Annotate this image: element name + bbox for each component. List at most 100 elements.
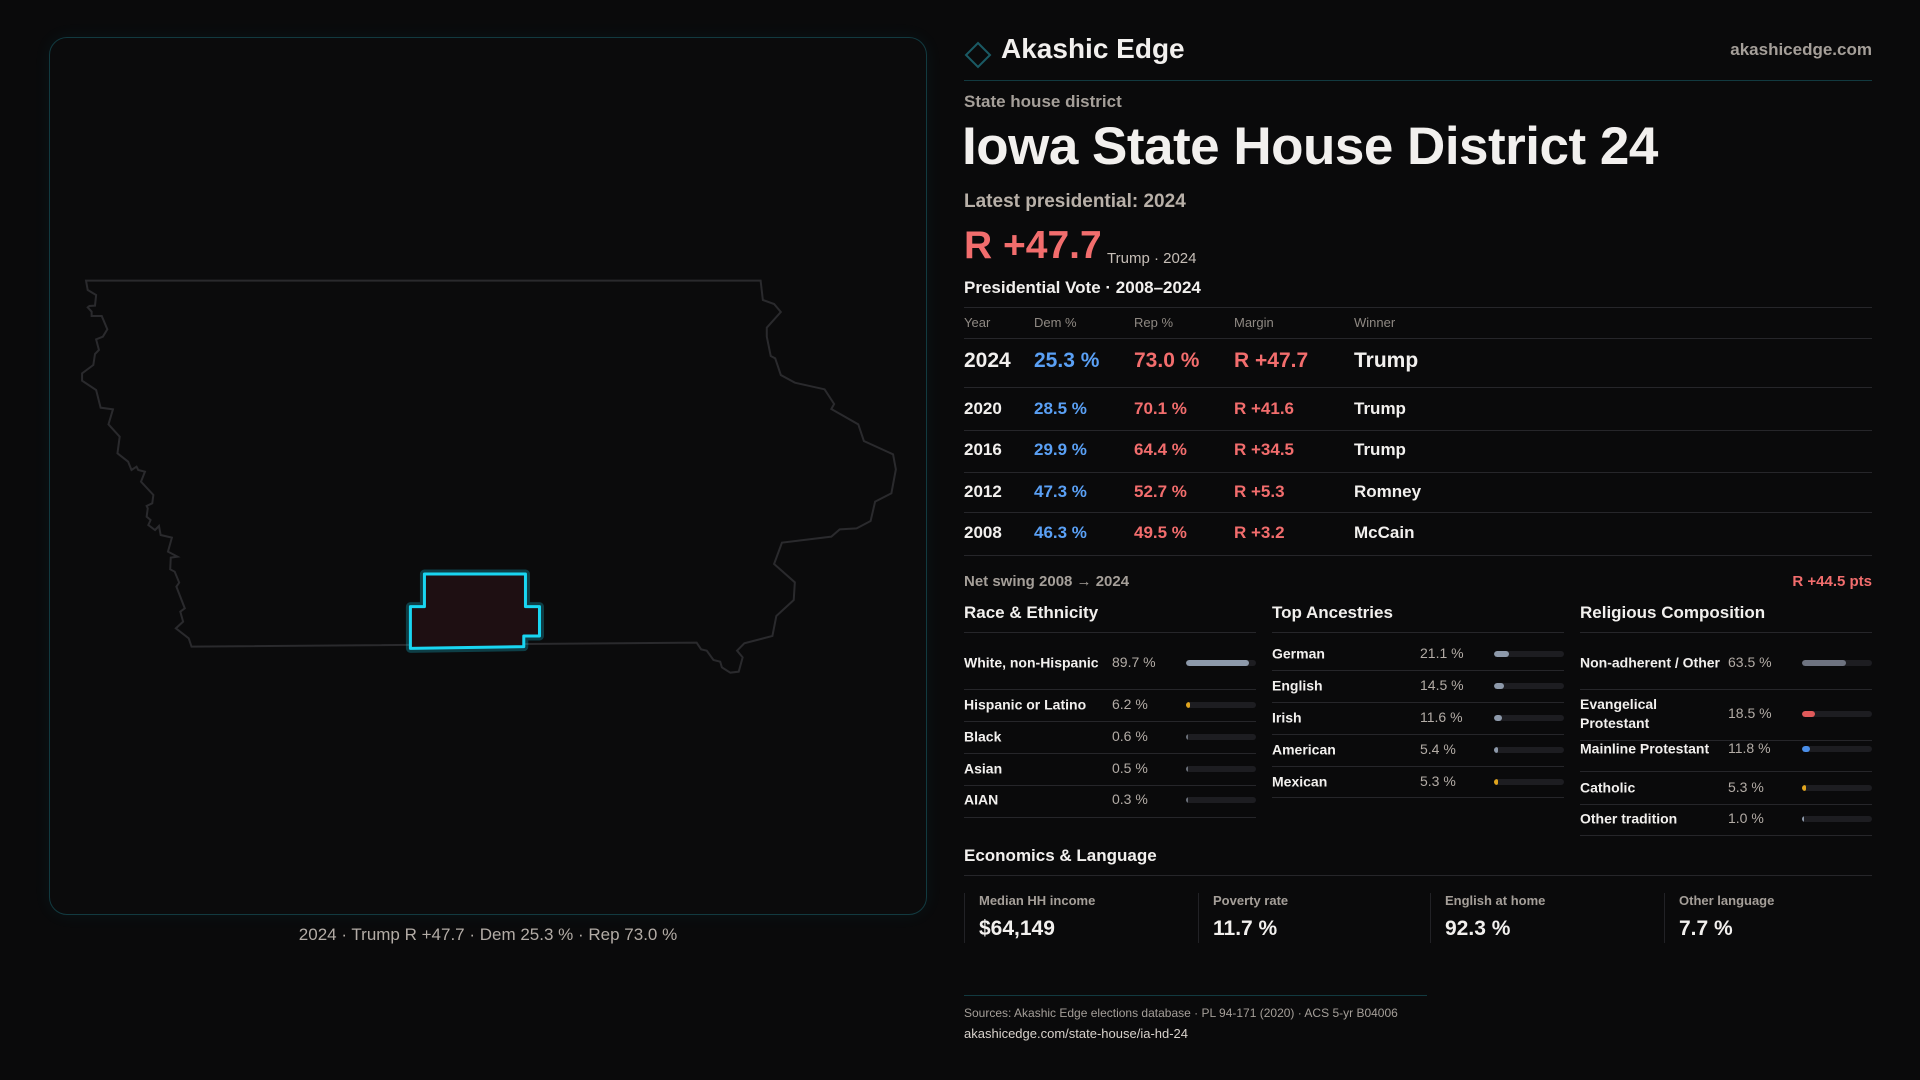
race-bar xyxy=(1186,734,1256,740)
ancestry-value: 21.1 % xyxy=(1420,645,1464,661)
religion-value: 11.8 % xyxy=(1728,740,1771,756)
ancestry-bar-fill xyxy=(1494,651,1509,657)
race-bar-fill xyxy=(1186,766,1189,772)
econ-card: English at home 92.3 % xyxy=(1430,893,1545,943)
cell-margin: R +47.7 xyxy=(1234,349,1309,373)
cell-dem: 46.3 % xyxy=(1034,522,1087,542)
net-swing-value: R +44.5 pts xyxy=(1792,573,1872,590)
page-url-link[interactable]: akashicedge.com/state-house/ia-hd-24 xyxy=(964,1026,1189,1041)
ancestry-bar-fill xyxy=(1494,747,1498,753)
econ-value: $64,149 xyxy=(979,917,1055,940)
race-value: 89.7 % xyxy=(1112,654,1156,670)
cell-dem: 28.5 % xyxy=(1034,398,1087,418)
ancestry-label: English xyxy=(1272,677,1323,694)
ancestry-bar xyxy=(1494,747,1564,753)
religion-label: Other tradition xyxy=(1580,810,1678,827)
cell-year: 2024 xyxy=(964,349,1011,373)
ancestry-bar xyxy=(1494,715,1564,721)
religion-label: Evangelical Protestant xyxy=(1580,696,1658,731)
cell-year: 2020 xyxy=(964,398,1002,418)
econ-value: 11.7 % xyxy=(1213,917,1278,940)
ancestry-label: American xyxy=(1272,741,1336,758)
col-dem: Dem % xyxy=(1034,315,1077,330)
econ-label: English at home xyxy=(1445,893,1546,908)
cell-winner: McCain xyxy=(1354,522,1415,542)
latest-presidential-label: Latest presidential: 2024 xyxy=(964,191,1186,212)
cell-year: 2012 xyxy=(964,481,1002,501)
vote-table-title: Presidential Vote · 2008–2024 xyxy=(964,278,1201,297)
race-value: 6.2 % xyxy=(1112,696,1148,712)
iowa-state-outline xyxy=(82,281,896,673)
econ-card: Other language 7.7 % xyxy=(1664,893,1774,943)
col-winner: Winner xyxy=(1354,315,1396,330)
religion-label: Catholic xyxy=(1580,779,1636,796)
cell-winner: Trump xyxy=(1354,349,1419,373)
ancestry-value: 11.6 % xyxy=(1420,709,1463,725)
religion-bar-fill xyxy=(1802,816,1805,822)
ancestry-title: Top Ancestries xyxy=(1272,603,1393,622)
cell-margin: R +41.6 xyxy=(1234,398,1295,418)
cell-dem: 29.9 % xyxy=(1034,439,1087,459)
cell-rep: 49.5 % xyxy=(1134,522,1187,542)
ancestry-bar xyxy=(1494,779,1564,785)
latest-margin: R +47.7 xyxy=(964,224,1102,267)
ancestry-bar xyxy=(1494,651,1564,657)
race-value: 0.5 % xyxy=(1112,760,1148,776)
cell-dem: 47.3 % xyxy=(1034,481,1087,501)
cell-year: 2008 xyxy=(964,522,1002,542)
ancestry-bar xyxy=(1494,683,1564,689)
race-bar xyxy=(1186,660,1256,666)
cell-winner: Trump xyxy=(1354,398,1406,418)
religion-bar-fill xyxy=(1802,785,1806,791)
cell-winner: Romney xyxy=(1354,481,1422,501)
cell-dem: 25.3 % xyxy=(1034,349,1100,373)
ancestry-bar-fill xyxy=(1494,715,1503,721)
religion-bar xyxy=(1802,785,1872,791)
col-margin: Margin xyxy=(1234,315,1274,330)
religion-bar-fill xyxy=(1802,746,1811,752)
cell-year: 2016 xyxy=(964,439,1002,459)
race-label: Asian xyxy=(964,760,1003,777)
econ-value: 7.7 % xyxy=(1679,917,1733,940)
religion-value: 63.5 % xyxy=(1728,654,1772,670)
brand-domain-link[interactable]: akashicedge.com xyxy=(1730,40,1872,59)
religion-label: Mainline Protestant xyxy=(1580,740,1710,757)
map-caption: 2024 · Trump R +47.7 · Dem 25.3 % · Rep … xyxy=(298,925,678,944)
race-label: Hispanic or Latino xyxy=(964,696,1087,713)
religion-bar xyxy=(1802,746,1872,752)
ancestry-value: 5.3 % xyxy=(1420,773,1456,789)
page-title: Iowa State House District 24 xyxy=(962,117,1658,176)
cell-rep: 73.0 % xyxy=(1134,349,1200,373)
ancestry-bar-fill xyxy=(1494,779,1498,785)
diamond-logo-icon xyxy=(964,41,992,69)
ancestry-label: Mexican xyxy=(1272,773,1328,790)
econ-card: Poverty rate 11.7 % xyxy=(1198,893,1288,943)
religion-bar xyxy=(1802,660,1872,666)
map-panel xyxy=(49,37,927,915)
religion-label: Non-adherent / Other xyxy=(1580,654,1721,671)
race-title: Race & Ethnicity xyxy=(964,603,1099,622)
race-bar-fill xyxy=(1186,734,1189,740)
cell-margin: R +5.3 xyxy=(1234,481,1285,501)
race-bar xyxy=(1186,766,1256,772)
cell-rep: 64.4 % xyxy=(1134,439,1187,459)
econ-label: Median HH income xyxy=(979,893,1096,908)
cell-rep: 52.7 % xyxy=(1134,481,1187,501)
ancestry-bar-fill xyxy=(1494,683,1505,689)
econ-value: 92.3 % xyxy=(1445,917,1511,940)
race-label: AIAN xyxy=(964,791,999,808)
ancestry-value: 5.4 % xyxy=(1420,741,1456,757)
district-24-shape xyxy=(410,574,539,648)
race-value: 0.3 % xyxy=(1112,791,1148,807)
religion-value: 5.3 % xyxy=(1728,779,1764,795)
cell-rep: 70.1 % xyxy=(1134,398,1187,418)
ancestry-label: German xyxy=(1272,645,1325,662)
econ-card: Median HH income $64,149 xyxy=(964,893,1095,943)
economics-title: Economics & Language xyxy=(964,846,1157,865)
cell-margin: R +3.2 xyxy=(1234,522,1285,542)
ancestry-label: Irish xyxy=(1272,709,1302,726)
district-map[interactable] xyxy=(40,260,920,680)
race-bar-fill xyxy=(1186,702,1191,708)
cell-margin: R +34.5 xyxy=(1234,439,1295,459)
sources-text: Sources: Akashic Edge elections database… xyxy=(964,1006,1398,1020)
